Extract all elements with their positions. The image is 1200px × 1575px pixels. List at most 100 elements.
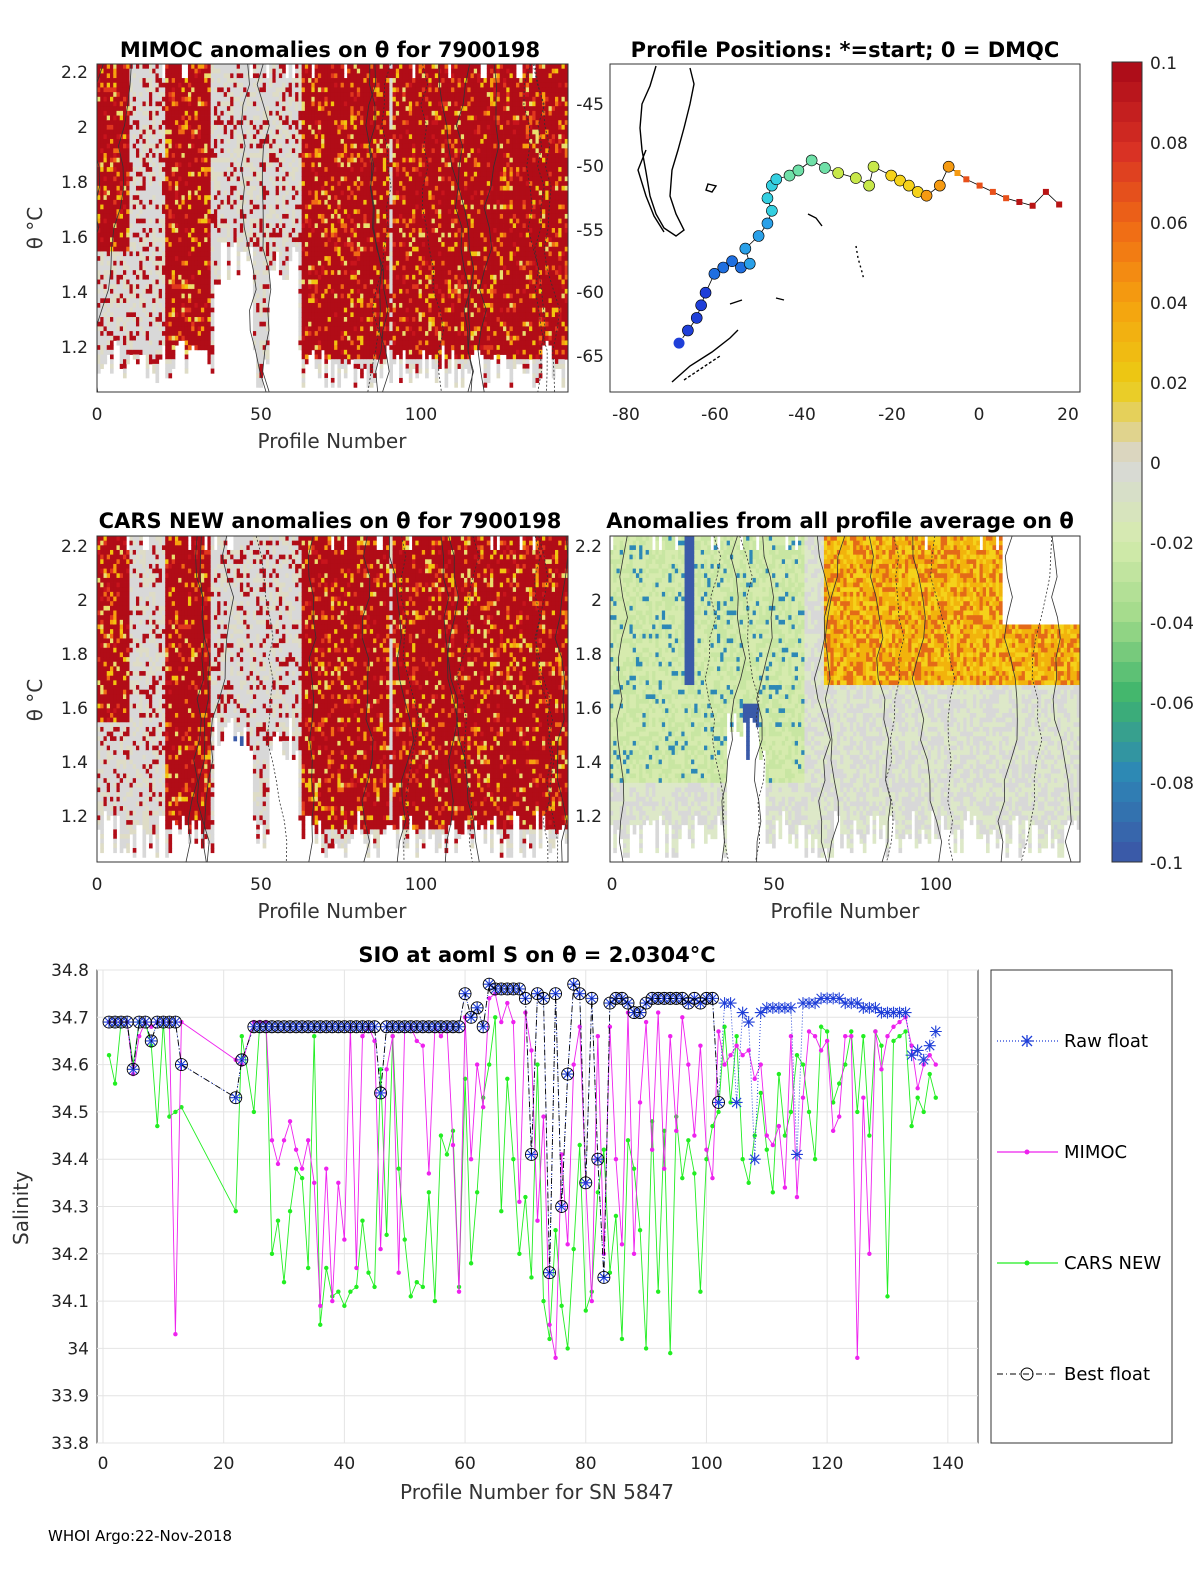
heatmap-cell: [220, 148, 225, 154]
heatmap-cell: [321, 237, 325, 243]
heatmap-cell: [259, 246, 264, 252]
heatmap-cell: [204, 68, 208, 74]
heatmap-cell: [210, 82, 215, 88]
heatmap-cell: [233, 185, 238, 191]
heatmap-cell: [340, 204, 345, 210]
heatmap-cell: [360, 138, 364, 145]
heatmap-cell: [139, 209, 143, 215]
heatmap-cell: [109, 256, 114, 262]
heatmap-cell: [122, 185, 127, 191]
heatmap-cell: [103, 101, 108, 107]
heatmap-cell: [317, 92, 322, 98]
heatmap-cell: [252, 171, 257, 177]
heatmap-cell: [314, 101, 319, 107]
heatmap-cell: [236, 153, 241, 159]
heatmap-cell: [327, 307, 332, 313]
heatmap-cell: [311, 204, 316, 210]
heatmap-cell: [194, 153, 199, 159]
heatmap-cell: [350, 312, 355, 318]
heatmap-cell: [194, 78, 199, 84]
heatmap-cell: [262, 195, 267, 201]
heatmap-cell: [142, 265, 147, 271]
heatmap-cell: [347, 101, 351, 107]
heatmap-cell: [291, 167, 296, 173]
heatmap-cell: [135, 101, 140, 107]
heatmap-cell: [139, 181, 143, 187]
heatmap-cell: [168, 321, 173, 327]
heatmap-cell: [103, 354, 108, 360]
heatmap-cell: [213, 167, 218, 173]
heatmap-cell: [334, 340, 338, 346]
heatmap-cell: [343, 134, 348, 140]
heatmap-cell: [210, 246, 215, 252]
heatmap-cell: [142, 181, 147, 187]
heatmap-cell: [285, 218, 290, 224]
heatmap-cell: [178, 246, 182, 252]
heatmap-cell: [337, 377, 342, 384]
heatmap-cell: [353, 68, 358, 74]
heatmap-cell: [171, 190, 176, 196]
heatmap-cell: [100, 181, 104, 187]
heatmap-cell: [204, 223, 208, 229]
heatmap-cell: [259, 284, 264, 290]
heatmap-cell: [347, 153, 351, 159]
heatmap-cell: [122, 345, 127, 351]
heatmap-cell: [155, 260, 160, 266]
heatmap-cell: [353, 270, 358, 276]
heatmap-cell: [236, 195, 241, 201]
heatmap-cell: [265, 242, 270, 248]
heatmap-cell: [119, 246, 124, 252]
heatmap-cell: [233, 167, 238, 173]
heatmap-cell: [197, 288, 202, 294]
heatmap-cell: [230, 199, 234, 205]
heatmap-cell: [226, 256, 231, 262]
heatmap-cell: [178, 270, 182, 276]
heatmap-cell: [213, 176, 218, 182]
heatmap-cell: [265, 143, 270, 149]
heatmap-cell: [256, 124, 260, 130]
heatmap-cell: [369, 377, 374, 384]
heatmap-cell: [113, 162, 117, 168]
heatmap-cell: [314, 363, 319, 369]
heatmap-cell: [366, 115, 371, 121]
heatmap-cell: [353, 120, 358, 126]
heatmap-cell: [152, 124, 156, 130]
heatmap-cell: [207, 242, 212, 248]
heatmap-cell: [158, 246, 163, 252]
heatmap-cell: [311, 345, 316, 351]
heatmap-cell: [295, 153, 299, 159]
heatmap-cell: [200, 167, 205, 173]
heatmap-cell: [207, 317, 212, 323]
heatmap-cell: [200, 199, 205, 205]
heatmap-cell: [366, 134, 371, 140]
heatmap-cell: [298, 312, 303, 318]
heatmap-cell: [262, 340, 267, 346]
heatmap-cell: [298, 228, 303, 234]
heatmap-cell: [321, 124, 325, 130]
heatmap-cell: [324, 359, 329, 365]
heatmap-cell: [347, 68, 351, 74]
heatmap-cell: [334, 129, 338, 135]
heatmap-cell: [129, 218, 134, 224]
heatmap-cell: [135, 223, 140, 229]
heatmap-cell: [168, 340, 173, 346]
heatmap-cell: [360, 260, 364, 266]
heatmap-cell: [259, 377, 264, 384]
heatmap-cell: [350, 185, 355, 191]
heatmap-cell: [278, 265, 283, 271]
heatmap-cell: [272, 129, 277, 135]
heatmap-cell: [337, 242, 342, 248]
heatmap-cell: [366, 363, 371, 369]
heatmap-cell: [252, 298, 257, 304]
heatmap-cell: [174, 274, 179, 280]
heatmap-cell: [145, 274, 150, 280]
heatmap-cell: [165, 232, 169, 238]
heatmap-cell: [220, 218, 225, 224]
heatmap-cell: [165, 124, 169, 130]
heatmap-cell: [262, 223, 267, 229]
heatmap-cell: [259, 298, 264, 304]
heatmap-cell: [161, 162, 166, 168]
heatmap-cell: [207, 167, 212, 173]
heatmap-cell: [236, 157, 241, 163]
heatmap-cell: [360, 373, 364, 379]
